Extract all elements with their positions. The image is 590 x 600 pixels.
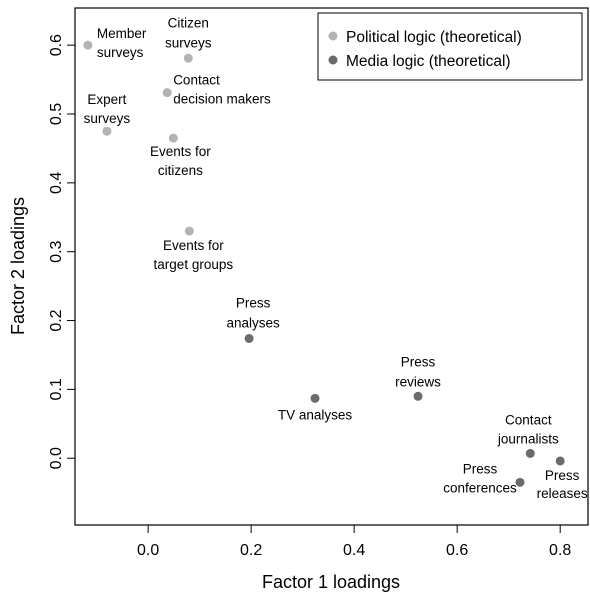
x-tick-label: 0.0 — [137, 542, 159, 559]
x-tick-label: 0.6 — [446, 542, 468, 559]
x-axis-label: Factor 1 loadings — [262, 572, 400, 592]
point-label: Events for — [163, 238, 224, 253]
point-label: Press — [463, 461, 498, 476]
point-label: Contact — [173, 73, 220, 88]
point-label: Press — [545, 468, 580, 483]
point — [244, 333, 254, 343]
point — [83, 40, 93, 50]
x-tick-label: 0.4 — [343, 542, 365, 559]
y-axis-label: Factor 2 loadings — [8, 197, 28, 335]
point — [183, 53, 193, 63]
point-label: analyses — [226, 315, 280, 330]
x-tick-label: 0.2 — [240, 542, 262, 559]
point — [515, 477, 525, 487]
point — [168, 133, 178, 143]
point-label: releases — [537, 486, 588, 501]
point-label: Contact — [505, 412, 552, 427]
point-label: Events for — [150, 144, 211, 159]
point-label: target groups — [154, 257, 234, 272]
y-tick-label: 0.4 — [48, 172, 65, 194]
point — [310, 393, 320, 403]
legend-marker — [328, 55, 338, 65]
point-label: Citizen — [168, 15, 209, 30]
point — [162, 88, 172, 98]
y-tick-label: 0.2 — [48, 309, 65, 331]
y-tick-label: 0.6 — [48, 34, 65, 56]
point-label: Press — [401, 354, 436, 369]
point-label: Member — [97, 26, 147, 41]
legend-label: Political logic (theoretical) — [346, 29, 522, 46]
point-label: journalists — [497, 431, 559, 446]
y-tick-label: 0.0 — [48, 447, 65, 469]
point-label: surveys — [97, 45, 144, 60]
y-tick-label: 0.5 — [48, 103, 65, 125]
point — [413, 391, 423, 401]
point — [184, 226, 194, 236]
point-label: surveys — [165, 35, 212, 50]
point-label: Press — [236, 295, 271, 310]
y-tick-label: 0.1 — [48, 378, 65, 400]
point-label: surveys — [84, 111, 131, 126]
plot-frame — [74, 7, 589, 526]
x-tick-label: 0.8 — [549, 542, 571, 559]
legend-box — [317, 12, 583, 81]
point — [525, 448, 535, 458]
point-label: citizens — [158, 163, 203, 178]
point-label: conferences — [443, 480, 517, 495]
point-label: Expert — [87, 92, 126, 107]
point — [102, 126, 112, 136]
point — [555, 456, 565, 466]
point-label: reviews — [395, 374, 441, 389]
point-label: TV analyses — [278, 407, 353, 422]
legend-label: Media logic (theoretical) — [346, 53, 511, 70]
point-label: decision makers — [173, 92, 271, 107]
y-tick-label: 0.3 — [48, 240, 65, 262]
legend-marker — [328, 31, 338, 41]
